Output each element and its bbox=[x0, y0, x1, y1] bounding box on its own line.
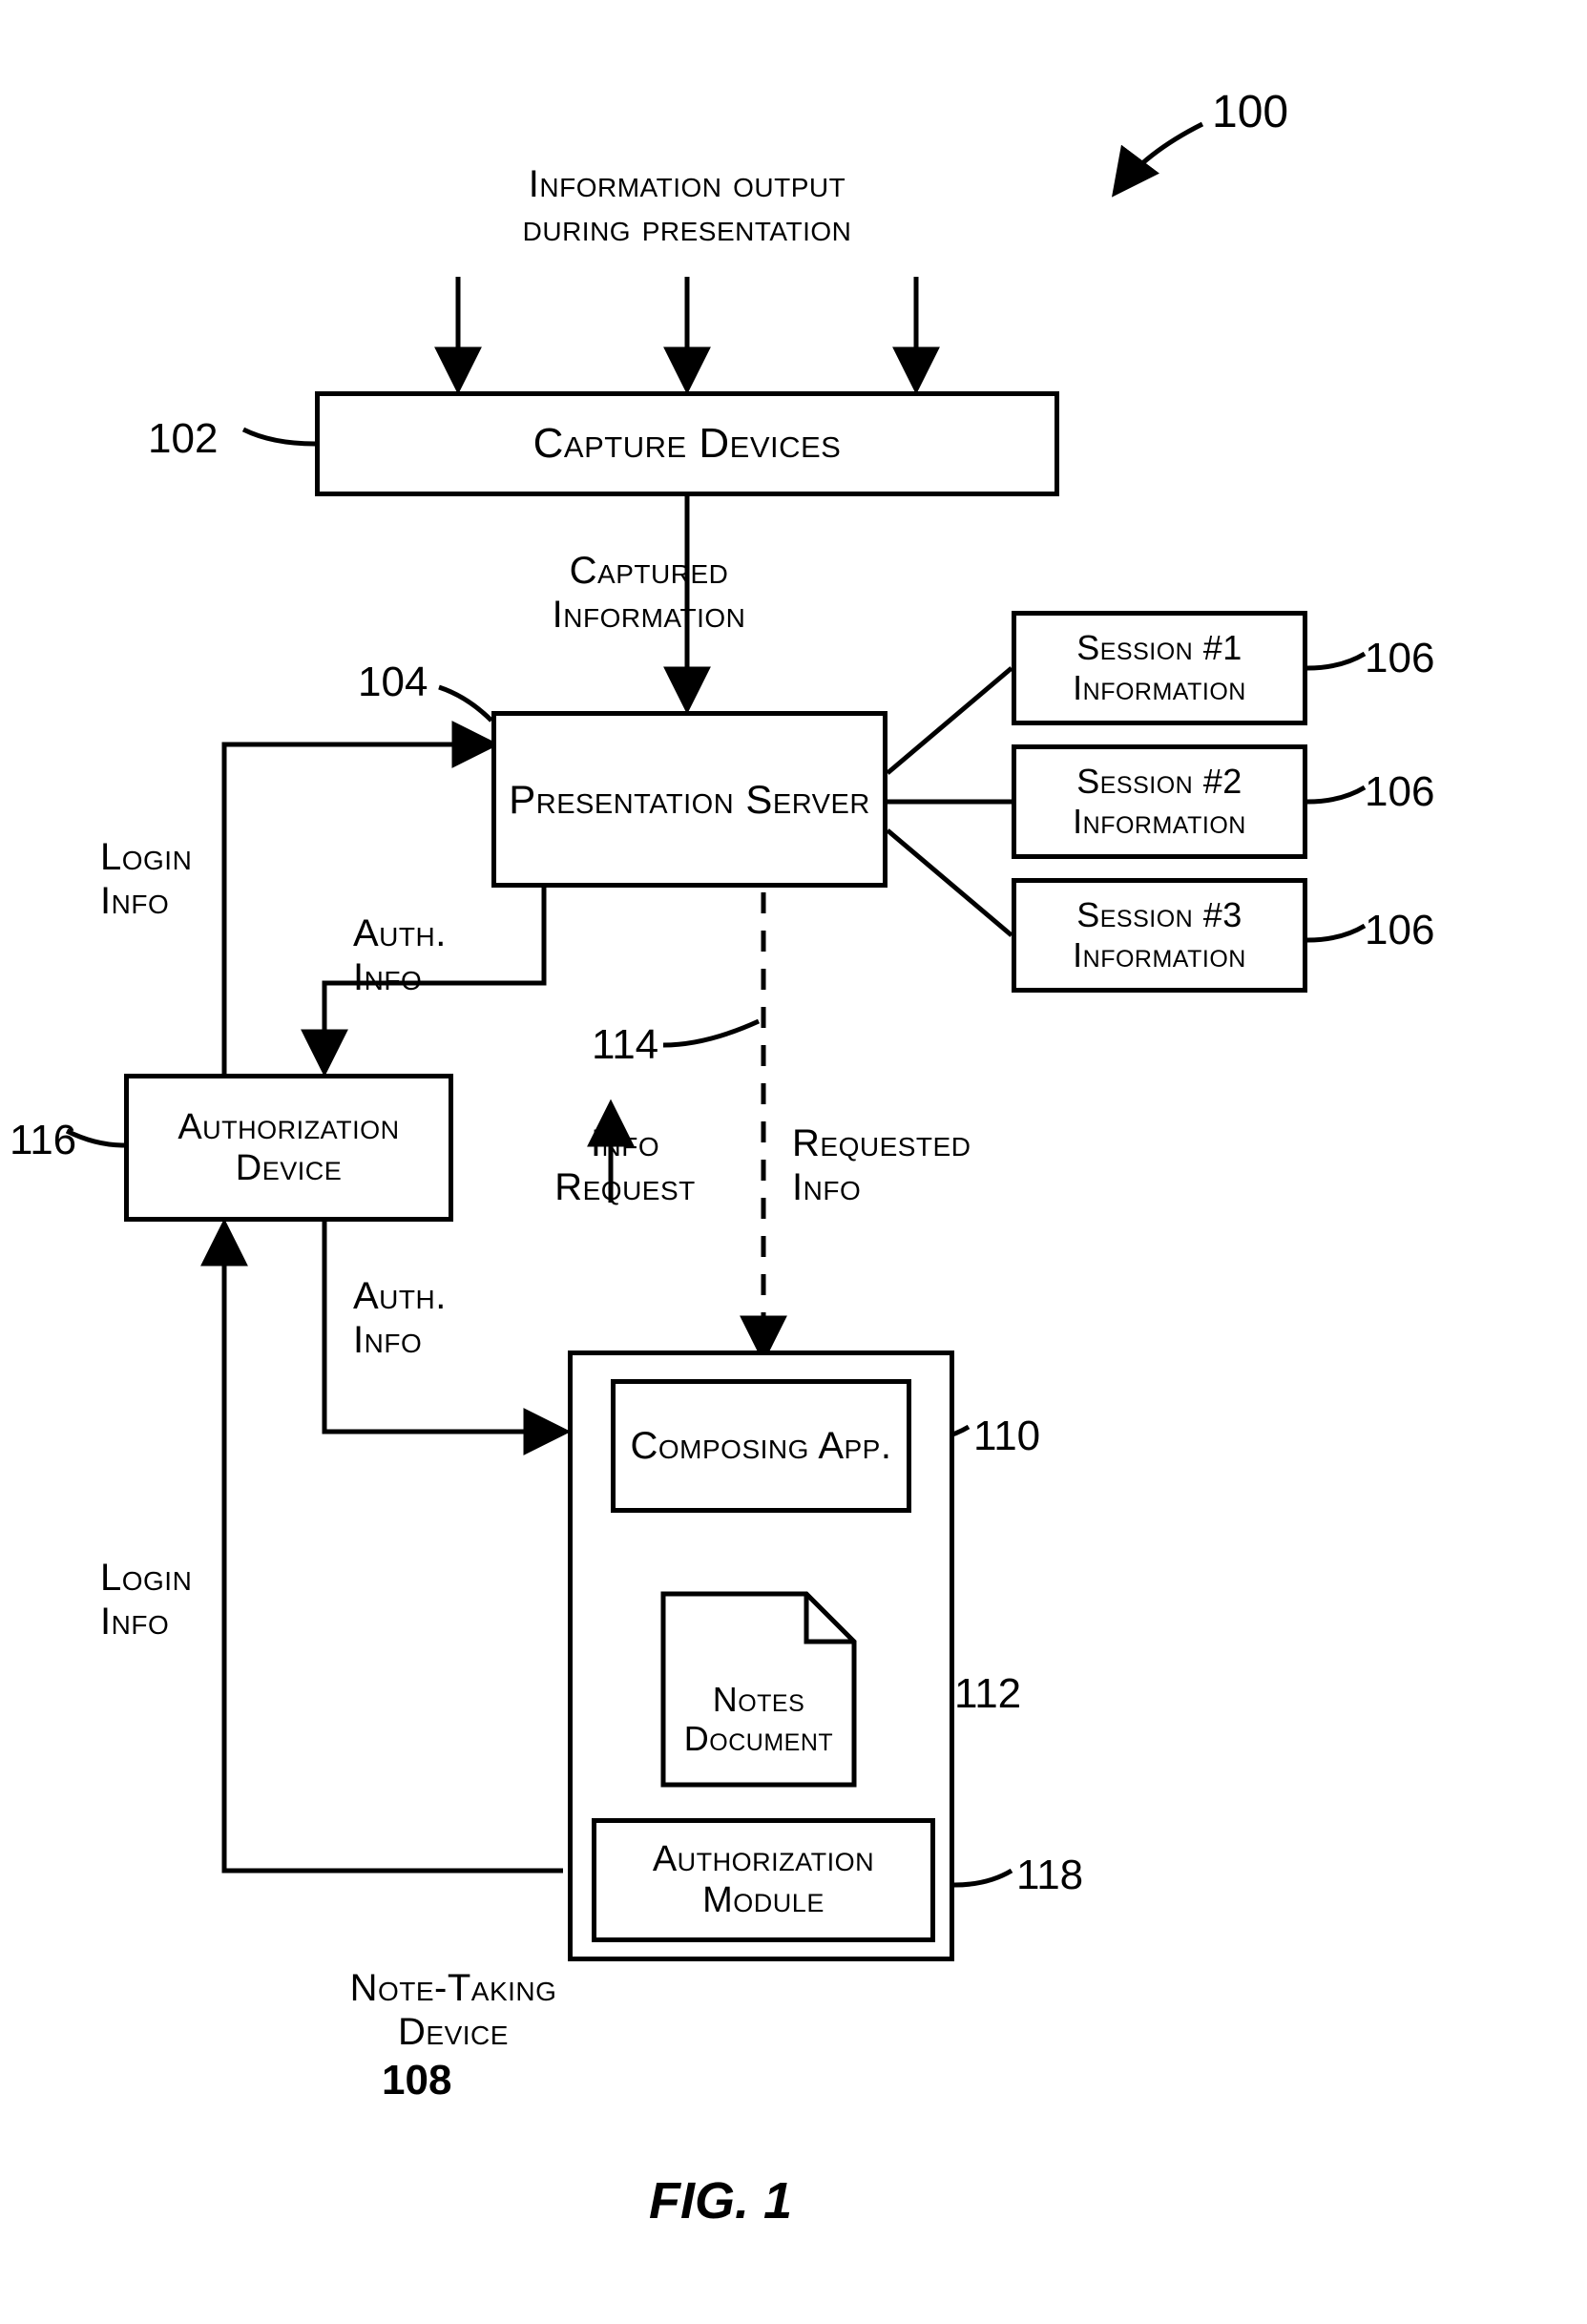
ref-106-c: 106 bbox=[1365, 907, 1434, 955]
ref-110: 110 bbox=[973, 1413, 1040, 1461]
label-note-taking-device: Note-Taking Device bbox=[315, 1966, 592, 2054]
ref-114: 114 bbox=[592, 1021, 658, 1070]
figure-canvas: 100 Information output during presentati… bbox=[0, 0, 1587, 2324]
ref-106-a: 106 bbox=[1365, 635, 1434, 683]
label-info-request: Info Request bbox=[530, 1121, 720, 1209]
ref-106-b: 106 bbox=[1365, 768, 1434, 817]
ref-104: 104 bbox=[358, 659, 428, 707]
label-login-info-top: Login Info bbox=[100, 835, 224, 923]
label-auth-info-top: Auth. Info bbox=[353, 911, 496, 999]
box-authorization-device: Authorization Device bbox=[124, 1074, 453, 1222]
box-composing-app: Composing App. bbox=[611, 1379, 911, 1513]
figure-caption: FIG. 1 bbox=[649, 2171, 792, 2230]
box-session-2: Session #2 Information bbox=[1012, 744, 1307, 859]
ref-108: 108 bbox=[382, 2057, 451, 2105]
box-capture-devices: Capture Devices bbox=[315, 391, 1059, 496]
box-authorization-module: Authorization Module bbox=[592, 1818, 935, 1942]
label-info-output: Information output during presentation bbox=[382, 162, 992, 250]
label-login-info-bottom: Login Info bbox=[100, 1556, 224, 1644]
label-notes-document: Notes Document bbox=[658, 1680, 859, 1759]
ref-102: 102 bbox=[148, 415, 218, 464]
label-requested-info: Requested Info bbox=[792, 1121, 1040, 1209]
ref-100: 100 bbox=[1212, 86, 1288, 138]
ref-118: 118 bbox=[1016, 1852, 1083, 1900]
label-auth-info-bottom: Auth. Info bbox=[353, 1274, 496, 1362]
label-captured-info: Captured Information bbox=[515, 549, 783, 637]
box-presentation-server: Presentation Server bbox=[491, 711, 887, 888]
ref-116: 116 bbox=[10, 1117, 76, 1165]
box-session-3: Session #3 Information bbox=[1012, 878, 1307, 993]
ref-112: 112 bbox=[954, 1670, 1021, 1719]
box-session-1: Session #1 Information bbox=[1012, 611, 1307, 725]
icon-notes-document: Notes Document bbox=[658, 1589, 859, 1790]
